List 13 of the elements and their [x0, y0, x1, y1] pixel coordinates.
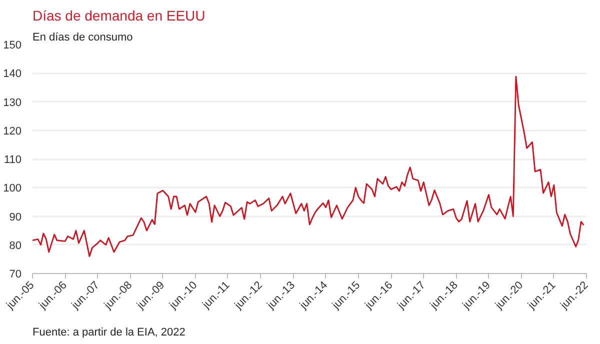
- y-tick-label: 90: [9, 211, 22, 224]
- y-tick-label: 100: [3, 182, 22, 195]
- y-tick-label: 140: [3, 68, 22, 80]
- y-tick-label: 70: [9, 268, 22, 280]
- chart-subtitle: En días de consumo: [32, 32, 133, 44]
- source-note: Fuente: a partir de la EIA, 2022: [32, 326, 186, 338]
- y-tick-label: 120: [3, 125, 22, 138]
- y-tick-label: 80: [9, 240, 22, 252]
- line-series: [32, 76, 584, 258]
- y-tick-label: 110: [4, 154, 22, 166]
- y-tick-label: 130: [3, 96, 22, 109]
- y-tick-label: 150: [3, 40, 22, 52]
- chart-title: Días de demanda en EEUU: [32, 8, 206, 24]
